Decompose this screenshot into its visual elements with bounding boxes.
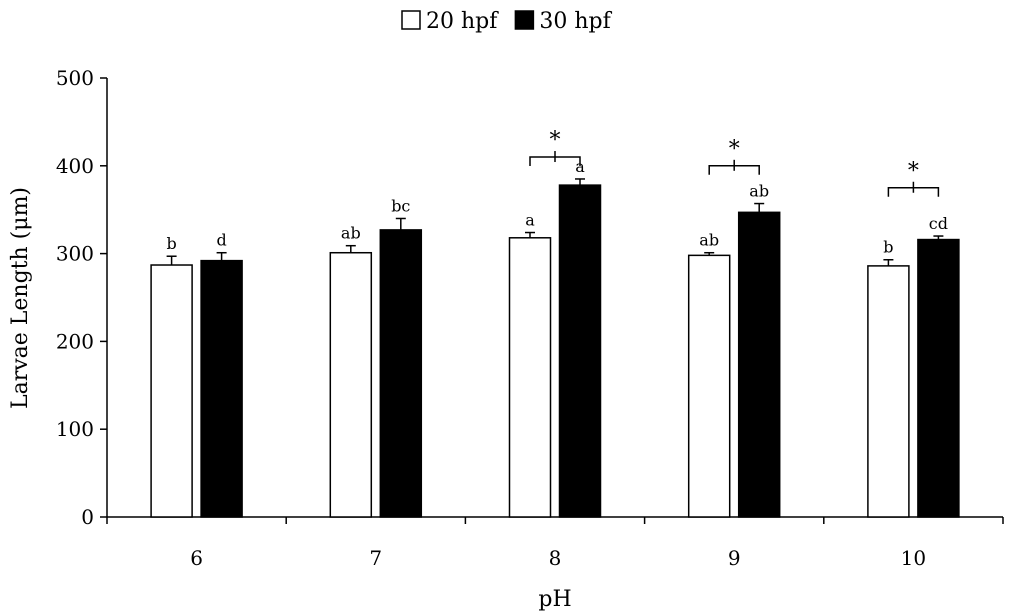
bar-series1 — [867, 265, 910, 518]
x-axis-title: pH — [538, 587, 571, 612]
legend-swatch — [401, 10, 421, 30]
x-tick-label: 9 — [728, 546, 741, 570]
x-tick-label: 6 — [190, 546, 203, 570]
x-tick-label: 7 — [369, 546, 382, 570]
significance-star: * — [550, 128, 561, 153]
bar-series1 — [687, 254, 731, 518]
bar-series1 — [329, 251, 373, 518]
bar-series2 — [737, 211, 781, 518]
axes: 0 100 200 300 400 500 6 7 8 9 10 — [56, 66, 1004, 570]
y-tick-label: 300 — [56, 242, 94, 266]
data-label: bc — [391, 196, 410, 215]
legend-label: 30 hpf — [539, 9, 612, 34]
bar-series2 — [558, 184, 602, 518]
data-label: ab — [749, 182, 769, 201]
annotations: b d ab bc a a ab ab b cd * * * — [166, 128, 948, 257]
data-label: b — [166, 234, 176, 253]
data-label: ab — [341, 224, 361, 243]
y-axis-title: Larvae Length (μm) — [8, 187, 33, 409]
y-tick-label: 100 — [56, 417, 94, 441]
y-tick-label: 400 — [56, 154, 94, 178]
legend: 20 hpf 30 hpf — [401, 9, 613, 34]
data-label: cd — [929, 214, 948, 233]
bars — [150, 178, 960, 518]
bar-series1 — [508, 237, 552, 518]
bar-series1 — [150, 264, 193, 518]
legend-swatch — [514, 10, 535, 30]
data-label: b — [883, 238, 893, 257]
x-tick-label: 8 — [549, 546, 562, 570]
significance-star: * — [729, 137, 740, 162]
data-label: d — [216, 231, 226, 250]
data-label: a — [525, 211, 535, 230]
significance-star: * — [908, 159, 919, 184]
data-label: ab — [699, 231, 719, 250]
legend-label: 20 hpf — [426, 9, 499, 34]
y-tick-label: 500 — [56, 66, 94, 90]
x-tick-label: 10 — [901, 546, 926, 570]
bar-series2 — [917, 238, 960, 518]
bar-series2 — [200, 259, 243, 518]
bar-series2 — [379, 229, 423, 518]
y-tick-label: 0 — [81, 505, 94, 529]
y-tick-label: 200 — [56, 329, 94, 353]
data-label: a — [575, 157, 585, 176]
